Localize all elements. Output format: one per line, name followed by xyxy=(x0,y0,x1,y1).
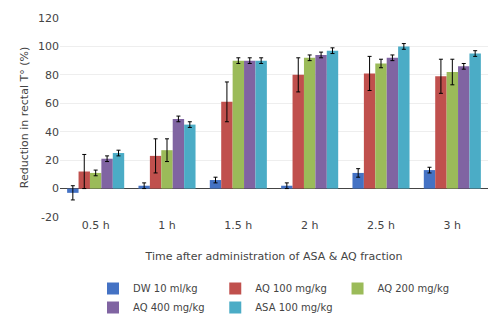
svg-text:0.5 h: 0.5 h xyxy=(82,219,110,232)
svg-text:2 h: 2 h xyxy=(301,219,318,232)
svg-text:ASA 100 mg/kg: ASA 100 mg/kg xyxy=(255,302,332,313)
svg-text:1.5 h: 1.5 h xyxy=(224,219,252,232)
svg-text:20: 20 xyxy=(45,154,59,167)
svg-text:40: 40 xyxy=(45,126,59,139)
svg-text:AQ 100 mg/kg: AQ 100 mg/kg xyxy=(255,283,327,294)
svg-text:3 h: 3 h xyxy=(444,219,461,232)
svg-text:AQ 200 mg/kg: AQ 200 mg/kg xyxy=(378,283,450,294)
svg-text:1 h: 1 h xyxy=(158,219,175,232)
svg-text:Time after administration of A: Time after administration of ASA & AQ fr… xyxy=(145,250,403,263)
svg-text:AQ 400 mg/kg: AQ 400 mg/kg xyxy=(133,302,205,313)
svg-text:2.5 h: 2.5 h xyxy=(367,219,395,232)
svg-text:60: 60 xyxy=(45,97,59,110)
svg-text:120: 120 xyxy=(38,12,59,25)
svg-text:DW 10 ml/kg: DW 10 ml/kg xyxy=(133,283,198,294)
svg-text:-20: -20 xyxy=(41,211,59,224)
svg-text:Reduction in rectal T° (%): Reduction in rectal T° (%) xyxy=(18,47,31,188)
svg-text:80: 80 xyxy=(45,69,59,82)
svg-text:0: 0 xyxy=(52,182,59,195)
svg-text:100: 100 xyxy=(38,40,59,53)
